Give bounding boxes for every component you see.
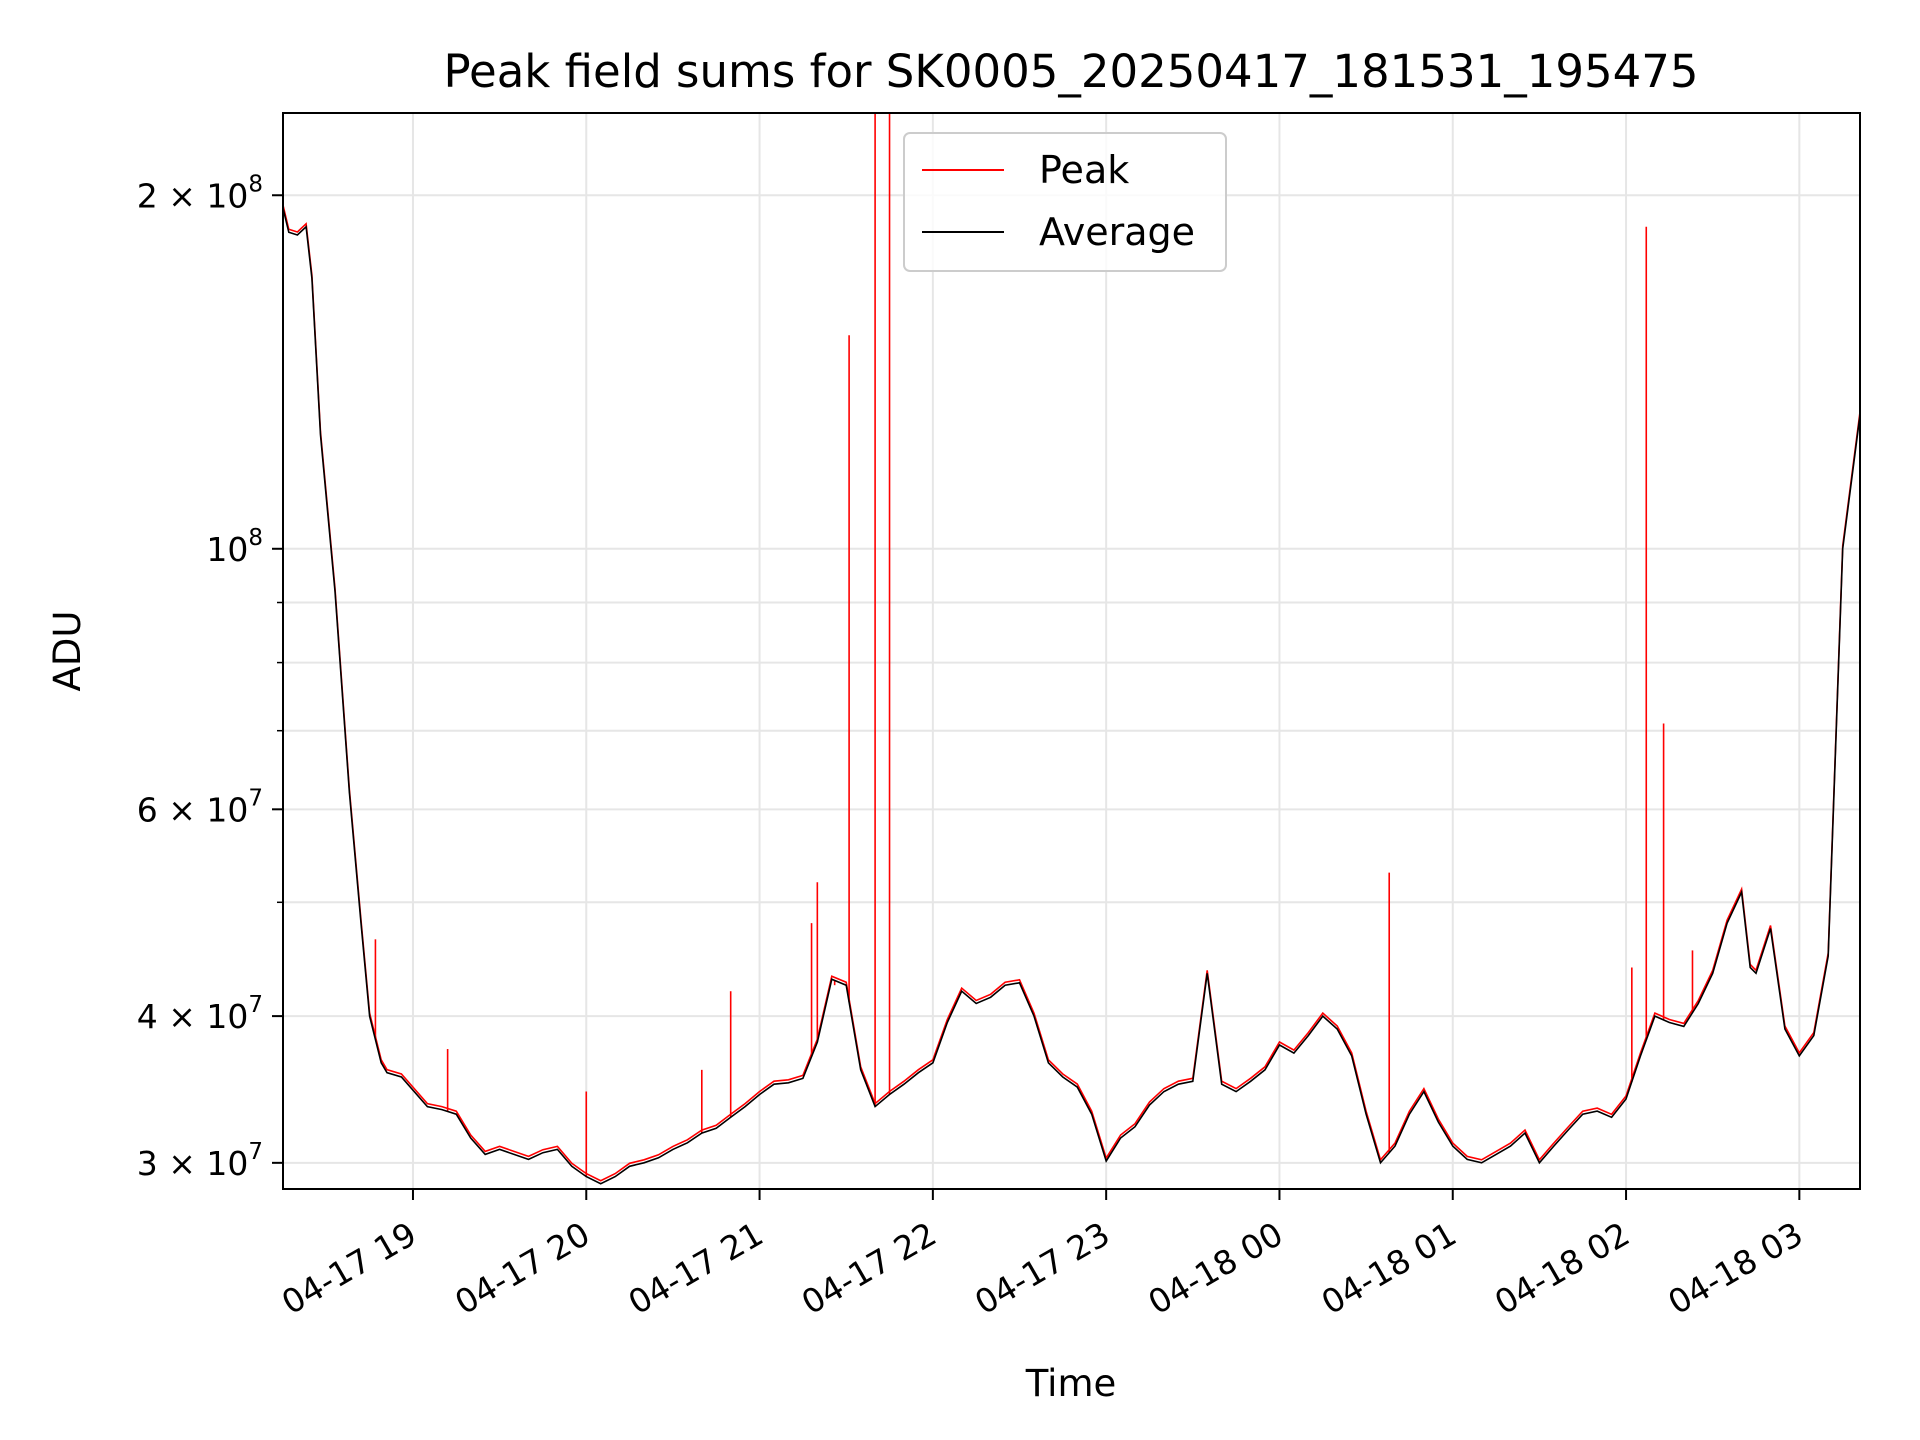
y-axis-label: ADU [46, 611, 89, 692]
y-tick-exponent: 7 [248, 992, 263, 1018]
plot-series [283, 113, 1860, 1185]
plot-frame [282, 112, 1861, 1190]
grid [283, 113, 1860, 1189]
y-tick-label: 3 × 107 [137, 1139, 263, 1183]
y-tick-label: 6 × 107 [137, 785, 263, 829]
y-tick-exponent: 8 [248, 171, 263, 197]
y-tick-exponent: 7 [248, 785, 263, 811]
y-tick-base: 10 [206, 530, 248, 569]
y-tick-base: 6 × 10 [137, 790, 249, 829]
peak-series-line [283, 205, 1860, 1182]
y-tick-base: 4 × 10 [137, 997, 249, 1036]
y-tick-label: 108 [206, 525, 263, 569]
y-tick-exponent: 7 [248, 1139, 263, 1165]
average-series-line [283, 208, 1860, 1185]
y-tick-label: 4 × 107 [137, 992, 263, 1036]
legend-label: Average [1039, 210, 1195, 254]
legend: Peak Average [903, 132, 1227, 272]
y-tick-exponent: 8 [248, 525, 263, 551]
x-axis-label: Time [1025, 1362, 1117, 1405]
y-tick-label: 2 × 108 [137, 171, 263, 215]
y-tick-base: 2 × 10 [137, 176, 249, 215]
legend-box [903, 132, 1227, 272]
y-tick-base: 3 × 10 [137, 1144, 249, 1183]
chart-title: Peak field sums for SK0005_20250417_1815… [444, 45, 1699, 98]
legend-label: Peak [1039, 148, 1129, 192]
